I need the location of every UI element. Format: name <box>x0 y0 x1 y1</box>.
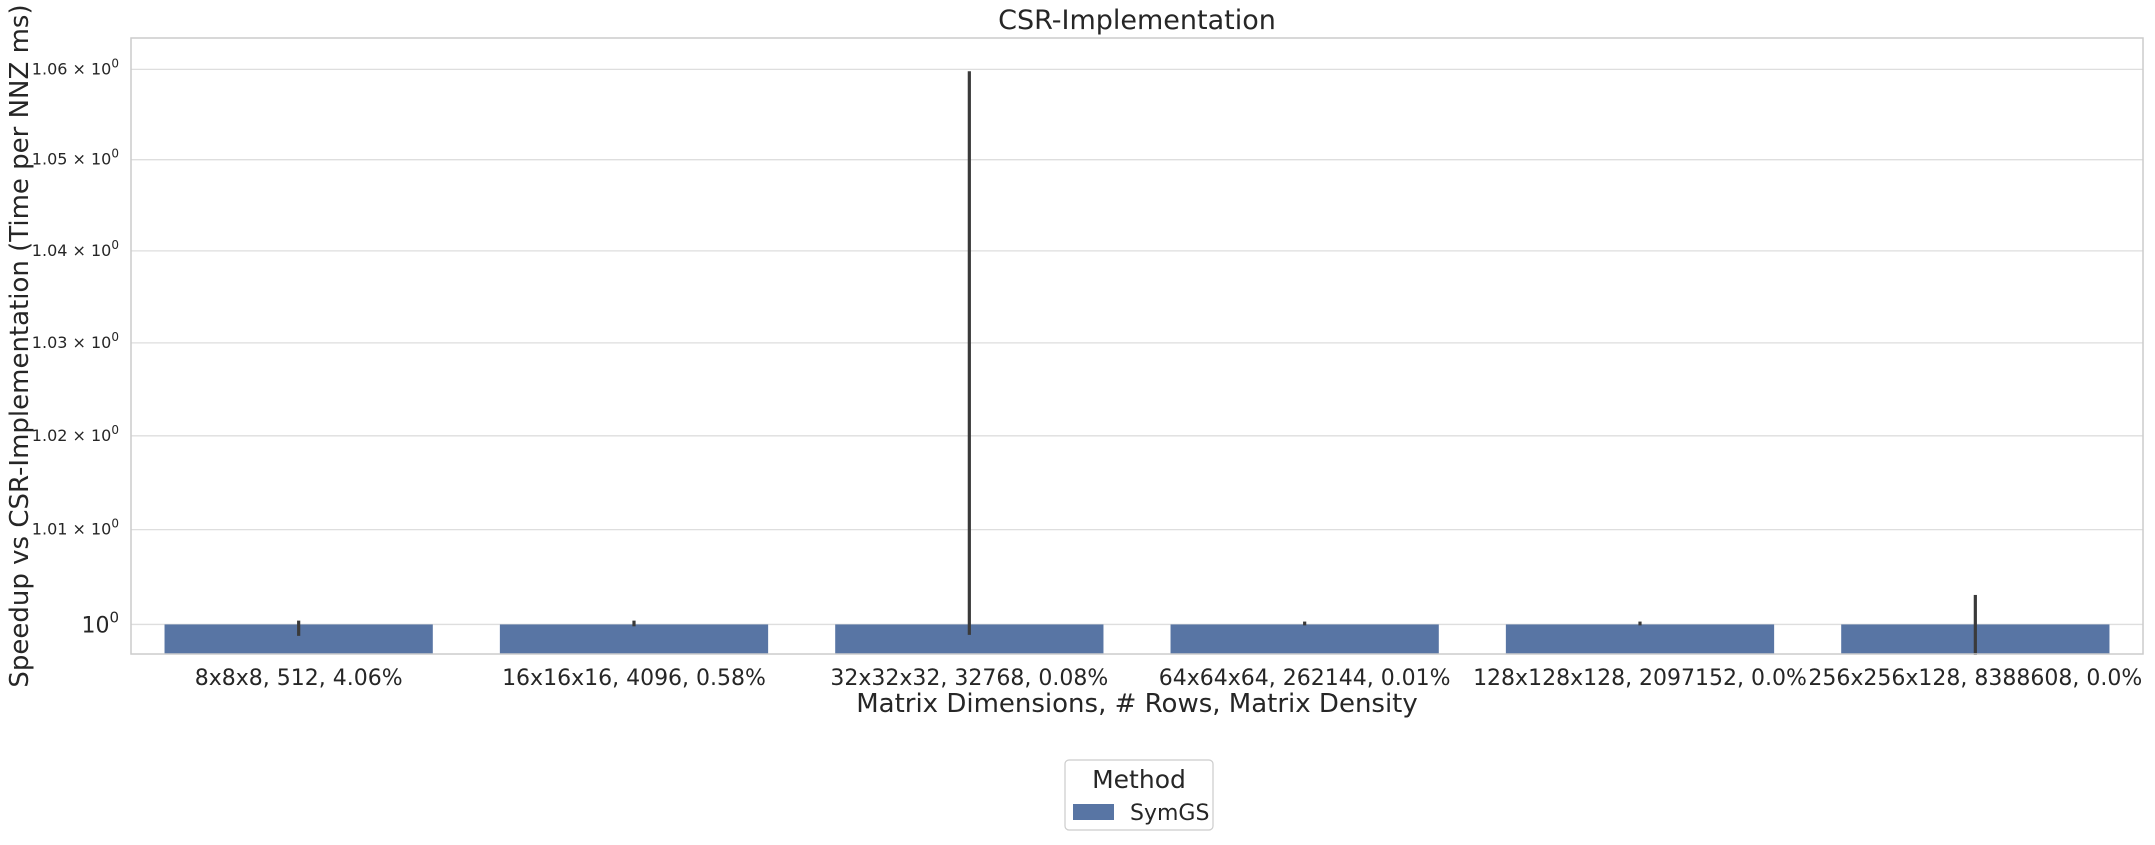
bar-128x128x128-2097152-0-0 <box>1505 624 1775 654</box>
x-tick-label-128x128x128-2097152-0-0: 128x128x128, 2097152, 0.0% <box>1473 666 1807 691</box>
y-tick-label-5: 1.05 × 100 <box>32 147 119 169</box>
legend-title: Method <box>1092 765 1186 794</box>
bar-16x16x16-4096-0-58 <box>499 624 769 654</box>
chart-title: CSR-Implementation <box>998 5 1276 36</box>
x-tick-label-8x8x8-512-4-06: 8x8x8, 512, 4.06% <box>195 666 403 691</box>
x-tick-label-64x64x64-262144-0-01: 64x64x64, 262144, 0.01% <box>1159 666 1451 691</box>
gridlines <box>131 68 2143 626</box>
legend-swatch-symgs <box>1073 804 1114 820</box>
y-tick-label-0: 100 <box>81 608 119 638</box>
x-tick-label-16x16x16-4096-0-58: 16x16x16, 4096, 0.58% <box>502 666 766 691</box>
y-tick-label-4: 1.04 × 100 <box>32 238 119 260</box>
y-tick-label-2: 1.02 × 100 <box>32 423 119 445</box>
y-axis-label: Speedup vs CSR-Implementation (Time per … <box>5 4 35 687</box>
y-tick-label-3: 1.03 × 100 <box>32 330 119 352</box>
x-tick-label-32x32x32-32768-0-08: 32x32x32, 32768, 0.08% <box>830 666 1108 691</box>
legend: Method SymGS <box>1064 759 1214 831</box>
error-bars <box>297 71 1977 655</box>
legend-label-symgs: SymGS <box>1130 801 1209 826</box>
x-axis-ticks: 8x8x8, 512, 4.06% 16x16x16, 4096, 0.58% 32… <box>195 666 2143 691</box>
y-tick-label-6: 1.06 × 100 <box>32 56 119 78</box>
bars <box>164 624 2110 654</box>
y-tick-label-1: 1.01 × 100 <box>32 517 119 539</box>
y-axis-ticks: 100 1.01 × 100 1.02 × 100 1.03 × 100 1.04 × … <box>32 56 119 638</box>
x-axis-label: Matrix Dimensions, # Rows, Matrix Densit… <box>856 689 1418 719</box>
plot-area-frame <box>130 37 2144 655</box>
x-tick-label-256x256x128-8388608-0-0: 256x256x128, 8388608, 0.0% <box>1808 666 2142 691</box>
bar-64x64x64-262144-0-01 <box>1170 624 1439 654</box>
